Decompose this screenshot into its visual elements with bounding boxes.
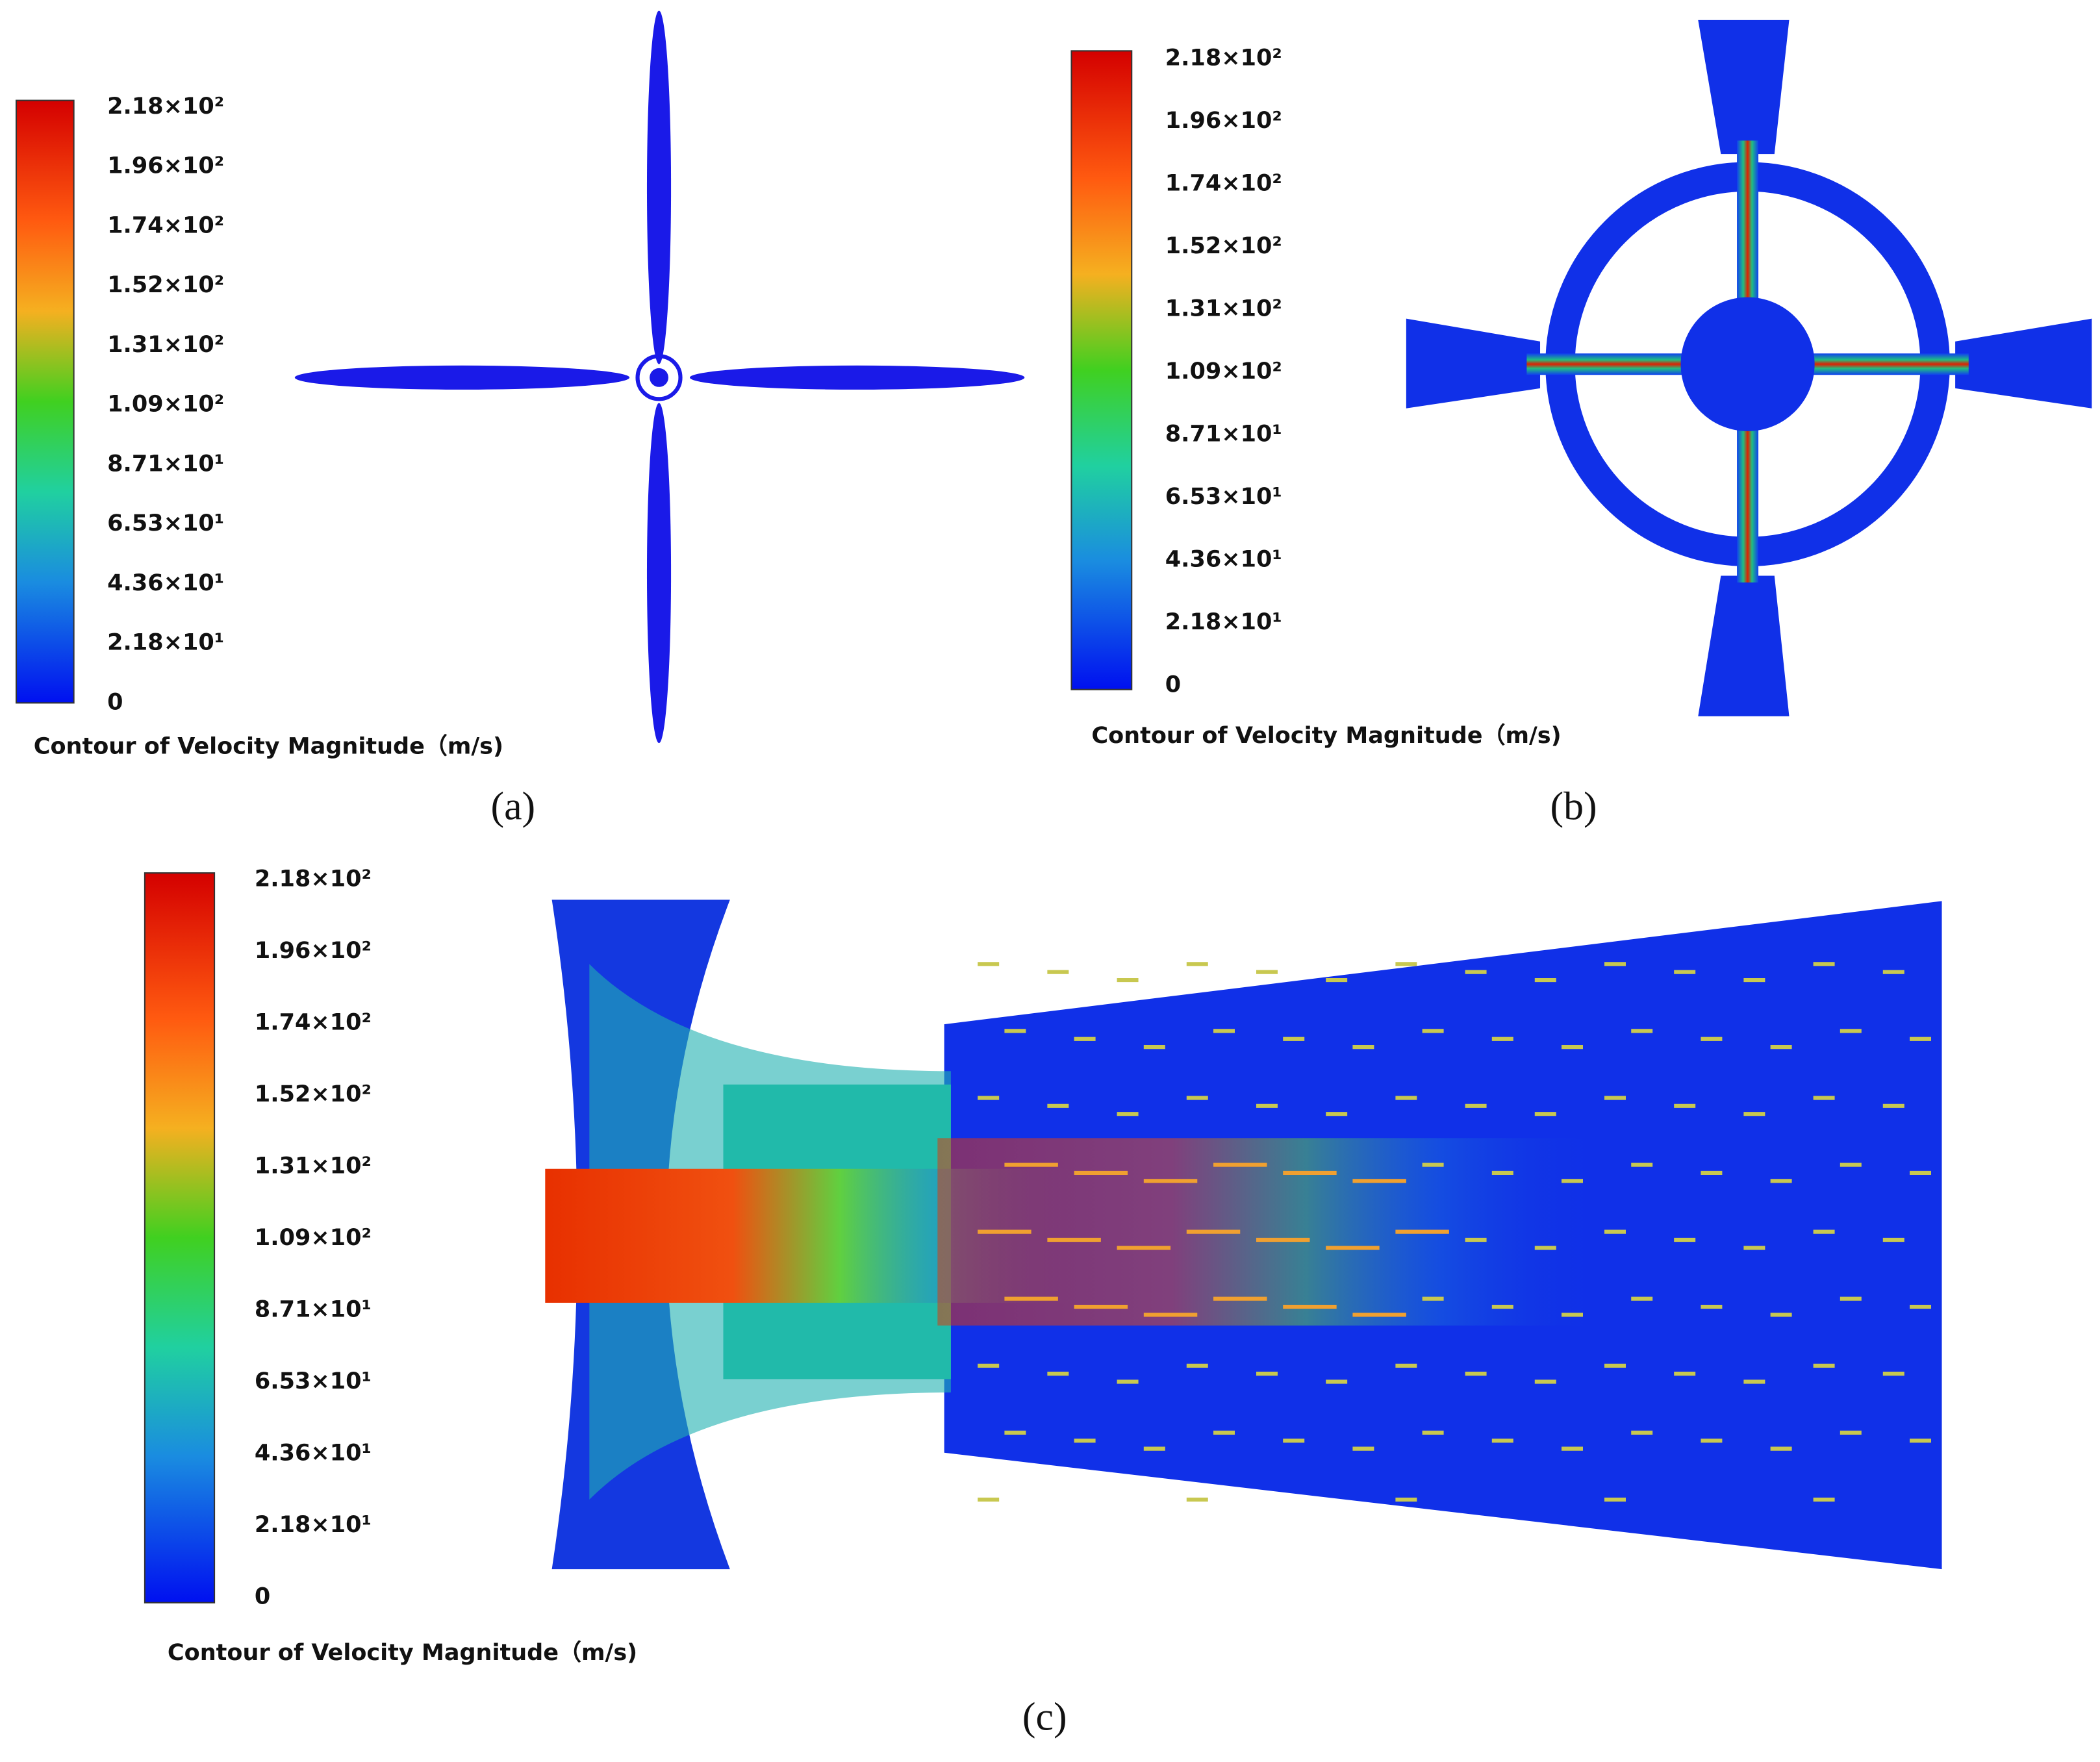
- colorbar-tick-label: 6.53×10¹: [1165, 483, 1282, 510]
- colorbar-tick-label: 0: [1165, 672, 1181, 698]
- colorbar-tick-label: 1.31×10²: [1165, 296, 1282, 322]
- colorbar-tick-label: 4.36×10¹: [255, 1439, 372, 1466]
- colorbar-tick-label: 1.52×10²: [255, 1081, 372, 1107]
- colorbar-tick-label: 1.09×10²: [1165, 358, 1282, 384]
- panel-caption: (b): [1550, 784, 1597, 828]
- colorbar-tick-label: 4.36×10¹: [1165, 546, 1282, 573]
- cross-section: [1406, 19, 2092, 716]
- colorbar-tick-label: 1.74×10²: [107, 212, 224, 238]
- colorbar-tick-label: 1.96×10²: [255, 937, 372, 964]
- propeller: [294, 10, 1025, 744]
- colorbar-tick-label: 1.74×10²: [1165, 170, 1282, 197]
- colorbar-tick-label: 1.31×10²: [255, 1152, 372, 1179]
- colorbar-tick-label: 0: [107, 688, 123, 715]
- panel: 2.18×10² 1.96×10² 1.74×10² 1.52×10² 1.31×10²…: [144, 865, 1067, 1739]
- colorbar-title: Contour of Velocity Magnitude（m/s): [1091, 722, 1561, 749]
- colorbar-tick-label: 2.18×10²: [107, 93, 224, 120]
- colorbar-tick-label: 8.71×10¹: [107, 450, 224, 477]
- colorbar-tick-label: 1.74×10²: [255, 1009, 372, 1035]
- colorbar-tick-label: 6.53×10¹: [255, 1368, 372, 1394]
- colorbar-tick-label: 2.18×10¹: [107, 629, 224, 656]
- colorbar-tick-label: 1.96×10²: [107, 153, 224, 179]
- colorbar-tick-label: 8.71×10¹: [255, 1296, 372, 1322]
- colorbar-tick-label: 1.52×10²: [107, 271, 224, 298]
- colorbar-tick-label: 2.18×10²: [1165, 45, 1282, 71]
- colorbar-tick-label: 6.53×10¹: [107, 510, 224, 536]
- colorbar-title: Contour of Velocity Magnitude（m/s): [168, 1639, 637, 1666]
- colorbar-tick-label: 1.96×10²: [1165, 107, 1282, 134]
- colorbar: [1070, 50, 1133, 690]
- colorbar: [144, 872, 216, 1604]
- colorbar: [15, 99, 75, 704]
- colorbar-tick-label: 2.18×10¹: [1165, 609, 1282, 635]
- colorbar-tick-label: 0: [255, 1583, 270, 1609]
- panel: 2.18×10² 1.96×10² 1.74×10² 1.52×10² 1.31×10²…: [15, 93, 536, 828]
- flow-field: [545, 900, 1942, 1570]
- colorbar-tick-label: 2.18×10¹: [255, 1511, 372, 1538]
- colorbar-tick-label: 1.09×10²: [255, 1224, 372, 1251]
- panel: 2.18×10² 1.96×10² 1.74×10² 1.52×10² 1.31×10²…: [1070, 45, 1597, 828]
- panel-caption: (a): [491, 784, 536, 828]
- colorbar-tick-label: 1.52×10²: [1165, 233, 1282, 259]
- panel-caption: (c): [1022, 1694, 1067, 1739]
- colorbar-tick-label: 1.31×10²: [107, 331, 224, 358]
- colorbar-tick-label: 8.71×10¹: [1165, 421, 1282, 447]
- colorbar-tick-label: 2.18×10²: [255, 865, 372, 892]
- colorbar-title: Contour of Velocity Magnitude（m/s): [34, 733, 503, 759]
- colorbar-tick-label: 1.09×10²: [107, 391, 224, 418]
- colorbar-tick-label: 4.36×10¹: [107, 570, 224, 596]
